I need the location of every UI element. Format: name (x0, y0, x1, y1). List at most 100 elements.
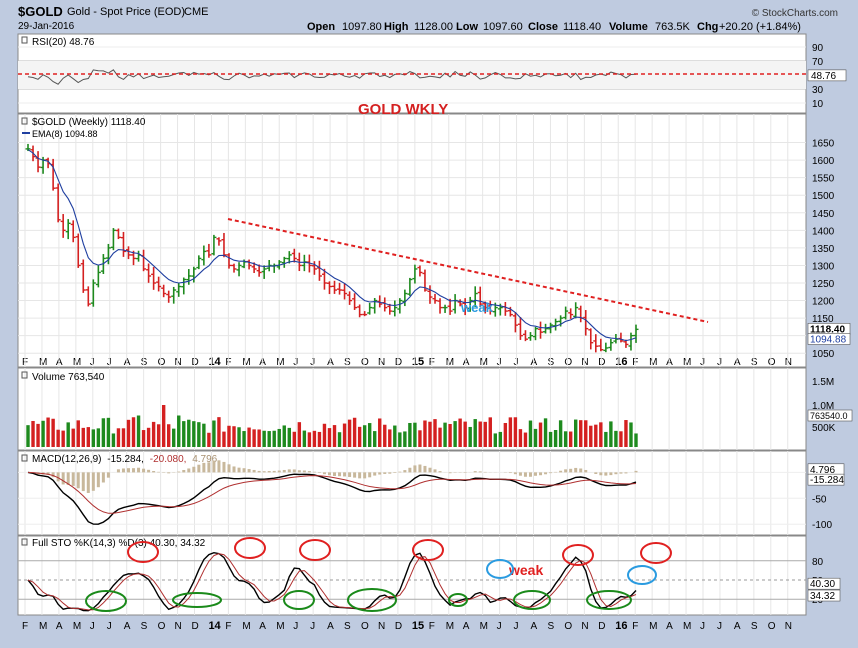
macd-histogram-bar (207, 462, 210, 472)
macd-histogram-bar (288, 469, 291, 472)
macd-histogram-bar (604, 472, 607, 475)
volume-bar (428, 422, 431, 447)
month-tick-label: M (39, 621, 47, 632)
macd-histogram-bar (127, 468, 130, 472)
macd-histogram-bar (338, 472, 341, 476)
macd-signal: -20.080, (150, 454, 187, 465)
month-tick-label: A (124, 621, 131, 632)
volume-bar (192, 421, 195, 447)
volume-bar (212, 421, 215, 447)
macd-histogram-bar (142, 469, 145, 473)
volume-bar (242, 431, 245, 447)
macd-histogram-bar (72, 472, 75, 486)
volume-bar (368, 423, 371, 447)
sto-last-label: 40.30 (810, 579, 835, 590)
month-tick-label: 14 (208, 620, 221, 632)
volume-bar (619, 431, 622, 447)
volume-bar (474, 419, 477, 447)
macd-histogram-bar (464, 472, 467, 473)
volume-bar (102, 418, 105, 447)
rsi-tick-label: 30 (812, 85, 824, 96)
chart-date: 29-Jan-2016 (18, 21, 75, 32)
volume-bar (257, 429, 260, 447)
month-tick-label: J (514, 621, 519, 632)
volume-bar (559, 420, 562, 447)
volume-bar (117, 428, 120, 447)
volume-bar (468, 427, 471, 447)
volume-bar (504, 423, 507, 447)
sto-title: Full STO %K(14,3) %D(3) 40.30, 34.32 (32, 538, 206, 549)
month-tick-label: N (175, 621, 182, 632)
volume-bar (328, 428, 331, 447)
macd-histogram-bar (353, 472, 356, 477)
volume-last-label: 763540.0 (810, 411, 848, 421)
month-tick-label: S (547, 621, 554, 632)
macd-histogram-bar (579, 469, 582, 473)
volume-bar (267, 431, 270, 447)
volume-bar (41, 421, 44, 447)
volume-bar (308, 432, 311, 447)
macd-histogram-bar (217, 460, 220, 472)
macd-histogram-bar (524, 472, 527, 476)
ohlc-summary: Open 1097.80 High 1128.00 Low 1097.60 Cl… (307, 21, 801, 33)
month-tick-label: 15 (412, 356, 424, 368)
volume-bar (77, 420, 80, 447)
month-tick-label: O (361, 357, 369, 368)
macd-histogram-bar (233, 466, 236, 472)
price-tick-label: 1250 (812, 279, 835, 290)
month-tick-label: M (480, 357, 488, 368)
volume-bar (499, 432, 502, 447)
volume-bar (408, 423, 411, 447)
macd-histogram-bar (328, 472, 331, 475)
volume-title: Volume 763,540 (32, 372, 105, 383)
macd-histogram-bar (318, 472, 321, 473)
macd-histogram-bar (303, 471, 306, 473)
macd-histogram-bar (358, 472, 361, 478)
macd-histogram-bar (398, 472, 401, 473)
volume-bar (187, 420, 190, 447)
low-label: Low (456, 21, 478, 33)
macd-histogram-bar (132, 468, 135, 472)
macd-histogram-bar (564, 469, 567, 472)
macd-histogram-bar (609, 472, 612, 475)
macd-histogram-bar (187, 468, 190, 472)
volume-bar (207, 433, 210, 447)
rsi-tick-label: 10 (812, 99, 824, 110)
volume-bar (298, 422, 301, 447)
price-tick-label: 1600 (812, 156, 835, 167)
volume-bar (614, 431, 617, 447)
volume-bar (293, 432, 296, 447)
macd-histogram-bar (529, 472, 532, 476)
volume-bar (479, 422, 482, 447)
volume-bar (333, 425, 336, 447)
macd-histogram-bar (378, 472, 381, 474)
macd-histogram-bar (177, 472, 180, 473)
close-label: Close (528, 21, 558, 33)
volume-bar (87, 427, 90, 447)
volume-bar (137, 416, 140, 448)
rsi-last-label: 48.76 (811, 71, 836, 82)
volume-bar (594, 425, 597, 447)
macd-histogram-bar (167, 472, 170, 473)
macd-histogram-bar (117, 469, 120, 472)
volume-bar (529, 421, 532, 447)
volume-bar (413, 423, 416, 447)
month-tick-label: A (531, 621, 538, 632)
chart-annotation-title: GOLD WKLY (358, 101, 448, 118)
open-value: 1097.80 (342, 21, 382, 33)
macd-last-label: -15.284 (810, 475, 844, 486)
volume-bar (433, 419, 436, 447)
volume-bar (66, 422, 69, 447)
price-last-label: 1094.88 (810, 334, 847, 345)
volume-bar (222, 432, 225, 447)
month-tick-label: S (141, 621, 148, 632)
macd-histogram-bar (258, 471, 261, 472)
volume-bar (127, 420, 130, 447)
macd-histogram-bar (599, 472, 602, 475)
macd-histogram-bar (273, 471, 276, 472)
macd-histogram-bar (182, 470, 185, 472)
macd-histogram-bar (92, 472, 95, 490)
volume-bar (373, 431, 376, 447)
volume-bar (584, 420, 587, 447)
volume-bar (323, 424, 326, 447)
